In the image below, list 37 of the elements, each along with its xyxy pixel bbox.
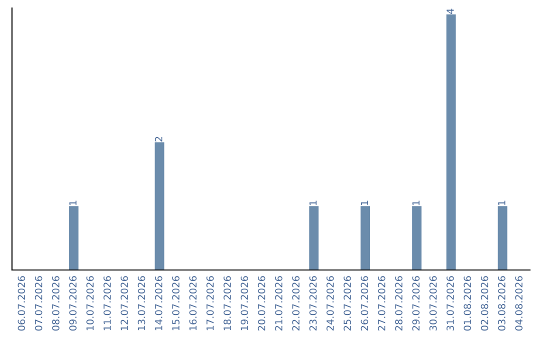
x-tick-label: 20.07.2026 [258,276,266,331]
x-tick-label: 31.07.2026 [446,276,454,330]
x-tick-label: 24.07.2026 [326,276,334,331]
x-tick-label: 14.07.2026 [154,276,162,330]
x-tick-label: 06.07.2026 [18,276,26,331]
x-tick-label: 04.08.2026 [515,276,523,331]
x-tick-label: 11.07.2026 [104,276,111,330]
x-tick-label: 12.07.2026 [120,276,128,330]
x-tick-label: 07.07.2026 [34,276,42,331]
x-tick-label: 27.07.2026 [378,276,386,331]
x-tick-label: 08.07.2026 [52,276,60,331]
data-label: 1 [360,200,368,206]
x-tick-label: 22.07.2026 [292,276,300,331]
x-tick-label: 25.07.2026 [344,276,352,331]
data-label: 1 [498,200,506,206]
x-tick-label: 15.07.2026 [172,276,180,330]
data-label: 2 [154,136,162,142]
x-tick-label: 21.07.2026 [275,276,282,331]
x-tick-label: 26.07.2026 [360,276,368,331]
x-tick-label: 17.07.2026 [206,276,214,330]
x-tick-label: 10.07.2026 [86,276,94,330]
x-tick-label: 09.07.2026 [69,276,77,331]
x-tick-label: 23.07.2026 [309,276,317,331]
x-tick-label: 28.07.2026 [395,276,402,331]
data-label: 1 [412,200,420,206]
data-label: 4 [446,8,454,14]
x-tick-label: 01.08.2026 [464,276,472,331]
x-tick-label: 02.08.2026 [480,276,488,331]
x-tick-label: 19.07.2026 [240,276,248,330]
x-tick-label: 13.07.2026 [138,276,146,330]
data-label: 1 [309,200,317,206]
x-tick-label: 30.07.2026 [429,276,437,330]
data-label: 1 [69,200,76,206]
x-tick-label: 16.07.2026 [189,276,197,330]
x-tick-label: 29.07.2026 [412,276,420,331]
x-tick-label: 18.07.2026 [224,276,231,330]
x-tick-label: 03.08.2026 [498,276,506,331]
